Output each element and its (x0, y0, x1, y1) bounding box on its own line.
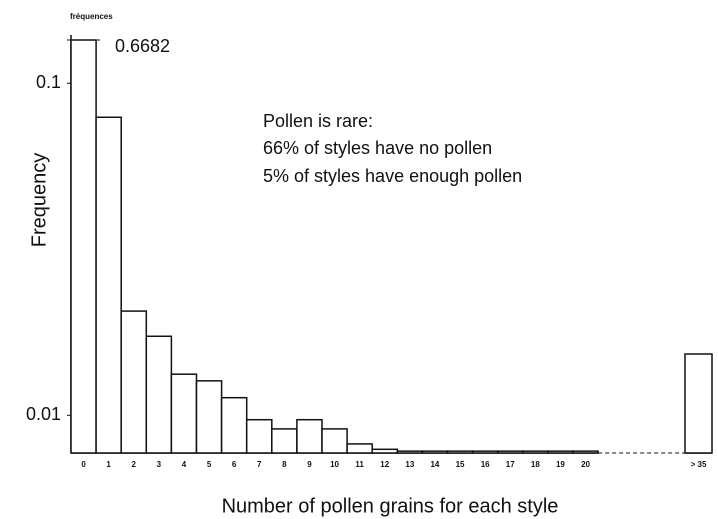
x-tick-label: 3 (157, 460, 162, 469)
bar (220, 396, 248, 454)
bar (271, 428, 298, 454)
x-tick-label: 16 (481, 460, 490, 469)
x-tick-label: 11 (355, 460, 364, 469)
y-tick-label: 0.01 (26, 404, 61, 424)
bar (145, 335, 173, 454)
annotation: 66% of styles have no pollen (263, 138, 492, 158)
bar (245, 418, 273, 454)
bar (496, 450, 524, 454)
x-tick-label: 8 (282, 460, 287, 469)
x-tick-label: 1 (106, 460, 111, 469)
y-axis-label: Frequency (28, 153, 50, 248)
x-tick-label: 5 (207, 460, 212, 469)
x-tick-label: 6 (232, 460, 237, 469)
bar (446, 450, 474, 454)
bar (522, 450, 549, 454)
annotation: Pollen is rare: (263, 111, 373, 131)
bar (421, 450, 449, 454)
y-tick-label: 0.1 (36, 72, 61, 92)
bar (296, 418, 323, 454)
axis-header: fréquences (70, 12, 113, 21)
x-tick-label: 19 (556, 460, 565, 469)
bar (120, 310, 148, 454)
bar (346, 443, 373, 454)
bar (684, 353, 713, 454)
bar (321, 428, 348, 454)
top-value-label: 0.6682 (115, 36, 170, 56)
bar (572, 450, 599, 454)
x-tick-label: 7 (257, 460, 262, 469)
x-tick-label: 20 (581, 460, 590, 469)
x-tick-label: > 35 (691, 460, 707, 469)
bar (195, 380, 223, 454)
x-tick-label: 10 (330, 460, 339, 469)
x-tick-label: 9 (307, 460, 312, 469)
bar (396, 450, 424, 454)
x-tick-label: 13 (405, 460, 414, 469)
x-tick-label: 18 (531, 460, 540, 469)
bar (547, 450, 574, 454)
bar (170, 373, 198, 454)
x-tick-label: 2 (132, 460, 137, 469)
x-tick-label: 0 (81, 460, 86, 469)
bar (95, 116, 122, 454)
bar (70, 39, 97, 454)
x-tick-label: 12 (380, 460, 389, 469)
x-axis-label: Number of pollen grains for each style (222, 495, 559, 517)
x-tick-label: 4 (182, 460, 187, 469)
bar (371, 448, 399, 454)
x-tick-label: 17 (506, 460, 515, 469)
annotation: 5% of styles have enough pollen (263, 166, 522, 186)
x-tick-label: 15 (456, 460, 465, 469)
x-tick-label: 14 (430, 460, 439, 469)
bar (471, 450, 499, 454)
